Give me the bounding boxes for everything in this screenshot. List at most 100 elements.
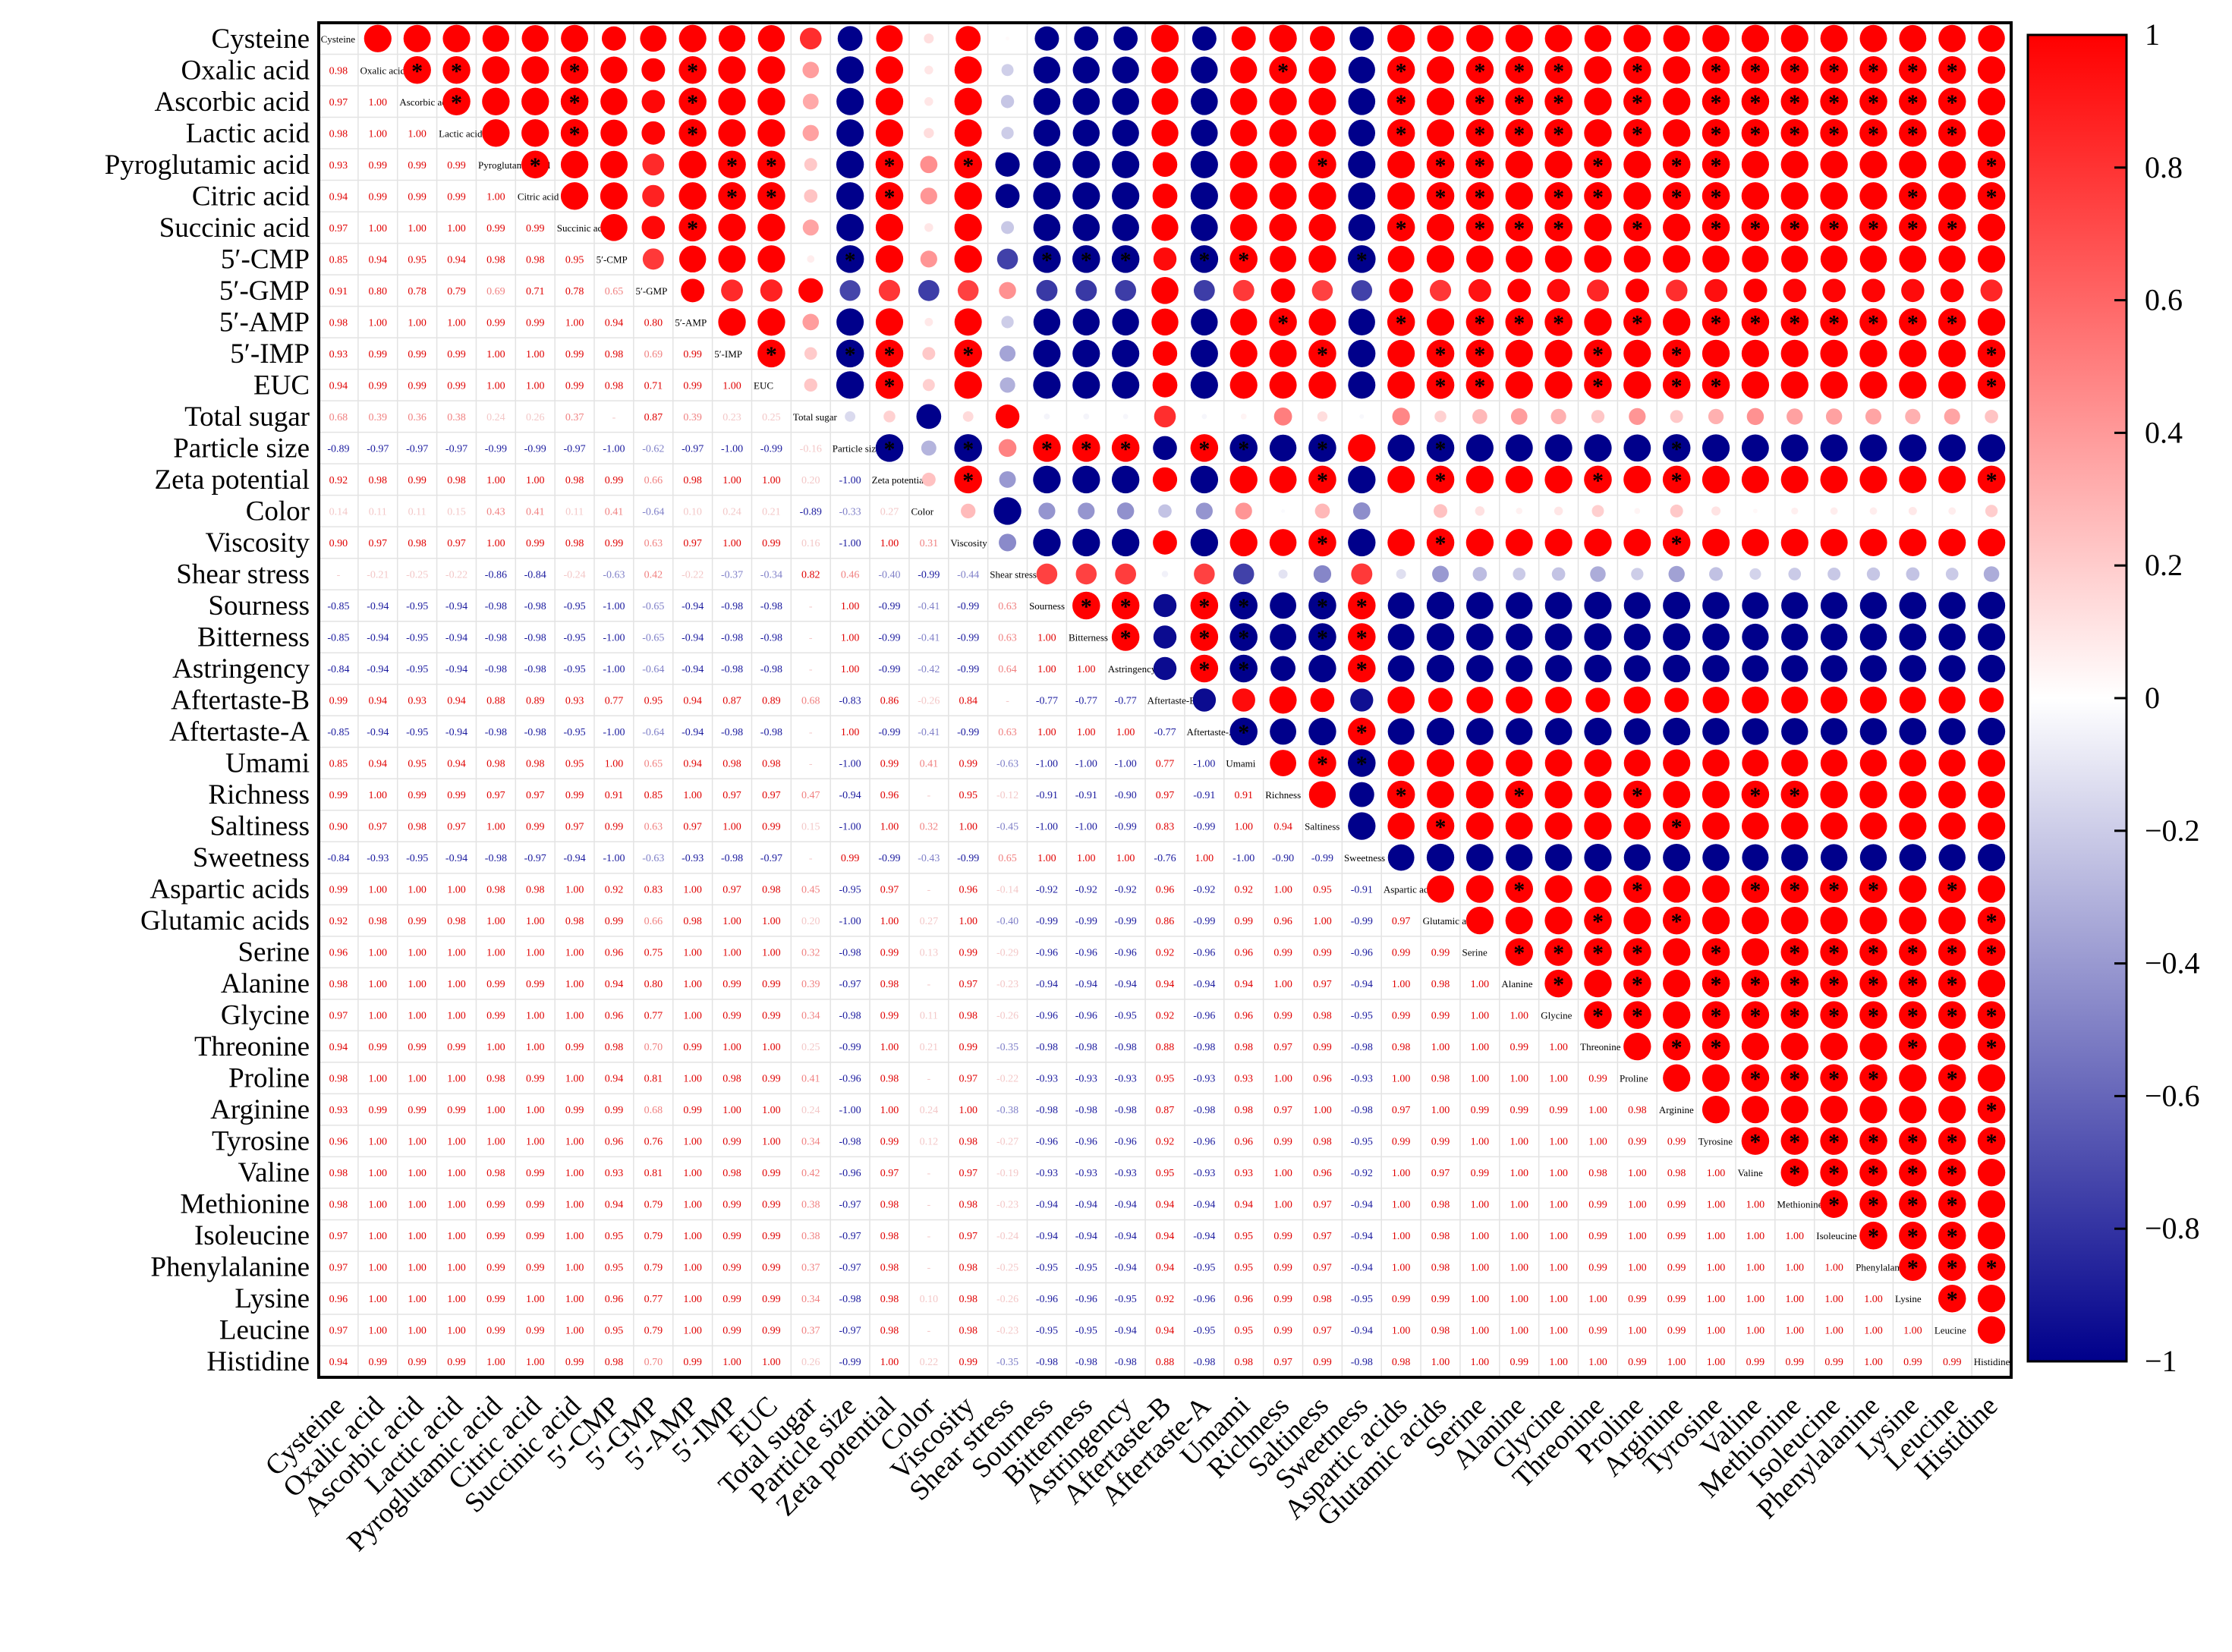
correlation-circle xyxy=(1938,938,1966,966)
correlation-value: 0.99 xyxy=(369,1105,388,1116)
correlation-circle xyxy=(1544,812,1572,840)
correlation-circle xyxy=(1465,655,1494,682)
correlation-circle xyxy=(1072,182,1100,210)
correlation-circle xyxy=(1544,150,1572,178)
correlation-circle xyxy=(1780,1095,1809,1124)
correlation-circle xyxy=(1899,686,1926,714)
correlation-circle xyxy=(1544,371,1572,399)
correlation-circle xyxy=(1190,623,1219,651)
correlation-circle xyxy=(1506,245,1533,273)
correlation-value: -0.95 xyxy=(1115,1011,1137,1022)
correlation-circle xyxy=(920,250,937,268)
significance-marker: * xyxy=(1474,310,1485,335)
correlation-circle xyxy=(1825,408,1843,425)
correlation-circle xyxy=(1662,465,1691,494)
correlation-circle xyxy=(1977,1095,2006,1124)
diagonal-label: Total sugar xyxy=(793,411,838,423)
correlation-circle xyxy=(681,278,705,303)
correlation-circle xyxy=(924,33,934,44)
significance-marker: * xyxy=(1513,878,1525,903)
correlation-circle xyxy=(1938,528,1966,557)
correlation-value: -0.94 xyxy=(839,790,861,801)
correlation-value: 0.98 xyxy=(880,1200,899,1211)
correlation-circle xyxy=(1662,434,1691,462)
correlation-circle xyxy=(1465,182,1494,210)
correlation-value: -0.97 xyxy=(760,853,782,864)
correlation-value: 1.00 xyxy=(683,948,702,959)
correlation-value: 0.98 xyxy=(1313,1011,1332,1022)
correlation-circle xyxy=(1153,593,1177,618)
correlation-value: -0.98 xyxy=(485,727,507,738)
row-label: Oxalic acid xyxy=(181,55,310,86)
correlation-value: 0.92 xyxy=(1156,1137,1175,1148)
correlation-value: 0.79 xyxy=(447,286,466,297)
correlation-value: -0.63 xyxy=(996,759,1018,770)
row-label: Lysine xyxy=(235,1283,310,1314)
correlation-value: 0.76 xyxy=(644,1137,663,1148)
correlation-circle xyxy=(1899,623,1927,651)
correlation-circle xyxy=(1000,377,1015,393)
correlation-circle xyxy=(1190,434,1219,462)
correlation-circle xyxy=(954,213,982,241)
significance-marker: * xyxy=(1317,752,1328,777)
correlation-circle xyxy=(1623,213,1651,242)
correlation-circle xyxy=(1820,308,1848,336)
correlation-circle xyxy=(1231,26,1256,51)
correlation-value: -0.98 xyxy=(1193,1042,1215,1053)
correlation-value: 0.97 xyxy=(329,223,348,234)
correlation-circle xyxy=(1938,1221,1966,1250)
correlation-circle xyxy=(1229,654,1258,683)
correlation-value: 0.99 xyxy=(526,1168,545,1179)
correlation-value: 0.99 xyxy=(1510,1042,1528,1053)
correlation-value: 0.98 xyxy=(722,759,741,770)
correlation-circle xyxy=(1780,1064,1809,1092)
correlation-circle xyxy=(1426,213,1455,241)
correlation-circle xyxy=(1151,24,1179,52)
correlation-circle xyxy=(1544,655,1572,682)
significance-marker: * xyxy=(1277,310,1289,335)
correlation-circle xyxy=(798,278,823,304)
correlation-circle xyxy=(1506,655,1533,682)
correlation-circle xyxy=(1662,339,1691,368)
correlation-value: 0.11 xyxy=(369,506,387,518)
correlation-value: 0.63 xyxy=(998,632,1017,643)
correlation-value: 1.00 xyxy=(486,380,505,392)
correlation-circle xyxy=(1426,528,1455,557)
correlation-value: -0.95 xyxy=(1193,1326,1215,1337)
correlation-circle xyxy=(600,150,628,178)
correlation-circle xyxy=(920,187,937,205)
correlation-value: -0.26 xyxy=(918,696,940,707)
significance-marker: * xyxy=(1396,216,1407,241)
correlation-circle xyxy=(403,56,431,84)
correlation-value: 0.99 xyxy=(1313,1357,1332,1368)
correlation-value: 1.00 xyxy=(1392,979,1411,990)
correlation-circle xyxy=(1311,280,1333,301)
correlation-value: 1.00 xyxy=(369,885,388,896)
correlation-circle xyxy=(1820,245,1848,273)
correlation-value: -0.93 xyxy=(1036,1168,1058,1179)
row-label: Histidine xyxy=(206,1346,310,1377)
significance-marker: * xyxy=(1632,310,1643,335)
correlation-value: 0.79 xyxy=(644,1231,663,1242)
correlation-circle xyxy=(1741,213,1770,242)
correlation-value: 0.98 xyxy=(880,1294,899,1305)
correlation-value: 0.64 xyxy=(998,664,1017,675)
correlation-circle xyxy=(878,279,901,301)
correlation-circle xyxy=(836,308,864,336)
diagonal-label: Cysteine xyxy=(321,33,356,45)
correlation-circle xyxy=(1663,969,1691,998)
correlation-circle xyxy=(1584,843,1612,872)
correlation-circle xyxy=(1702,119,1730,147)
correlation-value: 1.00 xyxy=(1588,1105,1607,1116)
correlation-circle xyxy=(1859,56,1887,84)
correlation-circle xyxy=(883,411,896,423)
correlation-value: 0.25 xyxy=(762,412,781,423)
significance-marker: * xyxy=(1711,90,1722,115)
correlation-value: 0.99 xyxy=(762,1168,781,1179)
correlation-circle xyxy=(442,56,471,84)
significance-marker: * xyxy=(1671,342,1683,367)
correlation-circle xyxy=(1820,24,1848,52)
significance-marker: * xyxy=(1474,184,1485,209)
correlation-circle xyxy=(1465,465,1494,494)
correlation-value: -0.93 xyxy=(1193,1074,1215,1085)
